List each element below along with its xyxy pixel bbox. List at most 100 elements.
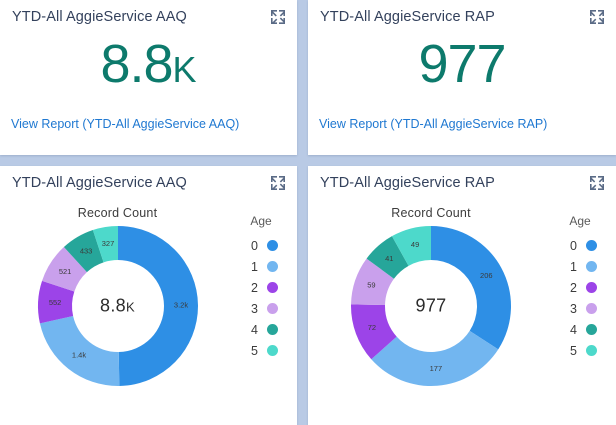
legend-item-label: 3	[570, 301, 577, 316]
kpi-card-rap: YTD-All AggieService RAP 977 View Report…	[308, 0, 616, 155]
card-header: YTD-All AggieService RAP	[308, 0, 616, 26]
legend-item[interactable]: 3	[554, 298, 610, 319]
legend-color-swatch	[586, 282, 597, 293]
expand-icon[interactable]	[271, 176, 285, 190]
donut-slice-label: 1.4k	[71, 350, 85, 359]
expand-icon[interactable]	[590, 10, 604, 24]
legend-item-label: 0	[570, 238, 577, 253]
legend-item[interactable]: 5	[554, 340, 610, 361]
kpi-number: 8.8	[100, 34, 173, 94]
legend-item-label: 5	[570, 343, 577, 358]
legend-color-swatch	[586, 345, 597, 356]
legend-item-label: 1	[570, 259, 577, 274]
legend-item-label: 2	[251, 280, 258, 295]
kpi-value: 977	[418, 34, 506, 94]
legend-item[interactable]: 0	[554, 235, 610, 256]
donut-slice[interactable]	[351, 304, 397, 360]
kpi-value: 8.8K	[100, 37, 196, 91]
donut-slice-label: 327	[101, 239, 114, 248]
legend-item[interactable]: 5	[235, 340, 291, 361]
donut-slice-label: 206	[480, 271, 493, 280]
donut-card-body: Record Count 3.2k 1.4k 552 521 433 327 8.8K A…	[0, 192, 297, 425]
legend: Age 0 1 2 3 4 5	[554, 192, 616, 425]
legend-item-label: 5	[251, 343, 258, 358]
legend-color-swatch	[267, 345, 278, 356]
legend-item-label: 2	[570, 280, 577, 295]
card-title: YTD-All AggieService RAP	[320, 9, 495, 25]
kpi-number: 977	[418, 34, 506, 94]
donut-chart[interactable]: 206 177 72 59 41 49 977	[347, 222, 515, 390]
donut-slice[interactable]	[366, 236, 409, 279]
legend-title: Age	[250, 214, 272, 228]
kpi-value-container: 977	[308, 26, 616, 102]
donut-slice[interactable]	[39, 316, 119, 386]
legend-item[interactable]: 1	[235, 256, 291, 277]
donut-area: Record Count 3.2k 1.4k 552 521 433 327 8.8K	[0, 192, 235, 425]
legend-item[interactable]: 1	[554, 256, 610, 277]
legend-color-swatch	[267, 282, 278, 293]
legend-item-label: 4	[570, 322, 577, 337]
donut-card-rap: YTD-All AggieService RAP Record Count	[308, 166, 616, 425]
donut-slice[interactable]	[391, 226, 431, 266]
donut-slice-label: 3.2k	[173, 300, 187, 309]
expand-icon[interactable]	[590, 176, 604, 190]
legend-item-label: 3	[251, 301, 258, 316]
donut-slice-label: 49	[411, 240, 419, 249]
card-title: YTD-All AggieService AAQ	[12, 9, 187, 25]
legend: Age 0 1 2 3 4 5	[235, 192, 297, 425]
kpi-card-aaq: YTD-All AggieService AAQ 8.8K View Repor…	[0, 0, 297, 155]
legend-item-label: 0	[251, 238, 258, 253]
legend-color-swatch	[586, 261, 597, 272]
legend-color-swatch	[586, 303, 597, 314]
kpi-value-container: 8.8K	[0, 26, 297, 102]
legend-item[interactable]: 4	[235, 319, 291, 340]
donut-slice-label: 521	[58, 267, 71, 276]
card-title: YTD-All AggieService AAQ	[12, 175, 187, 191]
legend-color-swatch	[267, 324, 278, 335]
donut-slice-label: 433	[79, 247, 92, 256]
legend-item[interactable]: 4	[554, 319, 610, 340]
donut-slice[interactable]	[92, 226, 118, 263]
donut-svg: 206 177 72 59 41 49	[351, 226, 511, 386]
donut-card-aaq: YTD-All AggieService AAQ Record Count	[0, 166, 297, 425]
legend-item[interactable]: 2	[554, 277, 610, 298]
legend-item-label: 1	[251, 259, 258, 274]
view-report-link[interactable]: View Report (YTD-All AggieService AAQ)	[11, 117, 240, 131]
legend-color-swatch	[267, 261, 278, 272]
donut-slice-label: 41	[385, 254, 393, 263]
donut-slice-label: 177	[430, 364, 443, 373]
donut-svg: 3.2k 1.4k 552 521 433 327	[37, 226, 198, 386]
donut-area: Record Count 206 177 72 59 41 49 977	[308, 192, 554, 425]
legend-color-swatch	[267, 303, 278, 314]
legend-item[interactable]: 2	[235, 277, 291, 298]
legend-item-label: 4	[251, 322, 258, 337]
legend-title: Age	[569, 214, 591, 228]
donut-slice[interactable]	[117, 226, 198, 386]
expand-icon[interactable]	[271, 10, 285, 24]
kpi-unit: K	[172, 49, 197, 90]
legend-items: 0 1 2 3 4 5	[554, 235, 610, 361]
donut-slice[interactable]	[63, 230, 104, 273]
legend-item[interactable]: 0	[235, 235, 291, 256]
legend-color-swatch	[586, 240, 597, 251]
donut-slice[interactable]	[431, 226, 511, 350]
donut-slice[interactable]	[371, 330, 499, 386]
card-header: YTD-All AggieService RAP	[308, 166, 616, 192]
view-report-link[interactable]: View Report (YTD-All AggieService RAP)	[319, 117, 548, 131]
legend-color-swatch	[267, 240, 278, 251]
legend-color-swatch	[586, 324, 597, 335]
donut-slice-label: 59	[367, 281, 375, 290]
chart-subtitle: Record Count	[77, 206, 158, 220]
donut-slice[interactable]	[37, 280, 74, 324]
donut-slice[interactable]	[41, 247, 87, 292]
donut-chart[interactable]: 3.2k 1.4k 552 521 433 327 8.8K	[34, 222, 202, 390]
donut-slice[interactable]	[351, 258, 394, 306]
legend-items: 0 1 2 3 4 5	[235, 235, 291, 361]
legend-item[interactable]: 3	[235, 298, 291, 319]
card-header: YTD-All AggieService AAQ	[0, 166, 297, 192]
donut-slice-label: 72	[368, 323, 376, 332]
card-title: YTD-All AggieService RAP	[320, 175, 495, 191]
chart-subtitle: Record Count	[391, 206, 471, 220]
